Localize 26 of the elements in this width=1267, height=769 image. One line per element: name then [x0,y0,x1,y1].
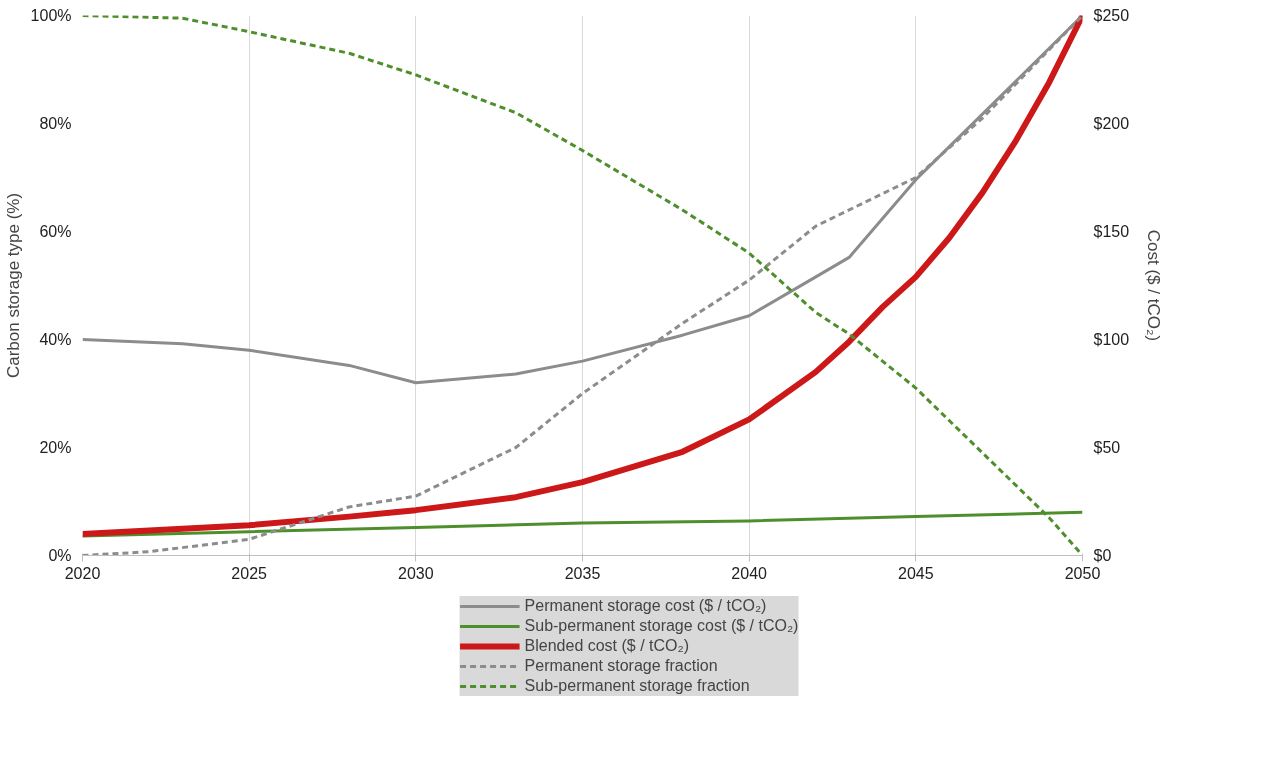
y2-tick-label: $250 [1093,7,1130,24]
x-tick-label: 2025 [231,564,268,582]
legend-label: Permanent storage fraction [524,657,718,675]
y2-tick-label: $50 [1093,439,1121,456]
y-tick-label: 0% [48,547,72,564]
y-tick-label: 80% [39,115,72,132]
y-tick-label: 40% [39,331,72,348]
x-tick-label: 2020 [64,564,101,582]
y-axis-title: Carbon storage type (%) [3,192,23,379]
x-tick-label: 2030 [398,564,434,582]
y-tick-label: 100% [30,7,72,24]
legend-label: Permanent storage cost ($ / tCO₂) [524,597,767,615]
y2-tick-label: $0 [1093,547,1112,564]
y2-axis-title: Cost ($ / tCO₂) [1144,229,1164,342]
y2-tick-label: $200 [1093,115,1130,132]
x-tick-label: 2050 [1064,564,1101,582]
y2-tick-label: $150 [1093,223,1130,240]
x-tick-label: 2045 [898,564,934,582]
y-tick-label: 60% [39,223,72,240]
legend-label: Sub-permanent storage fraction [524,677,750,695]
x-tick-label: 2035 [564,564,601,582]
x-tick-label: 2040 [731,564,768,582]
y-tick-label: 20% [39,439,72,456]
legend-label: Blended cost ($ / tCO₂) [524,637,690,655]
y2-tick-label: $100 [1093,331,1130,348]
legend-label: Sub-permanent storage cost ($ / tCO₂) [524,617,799,635]
